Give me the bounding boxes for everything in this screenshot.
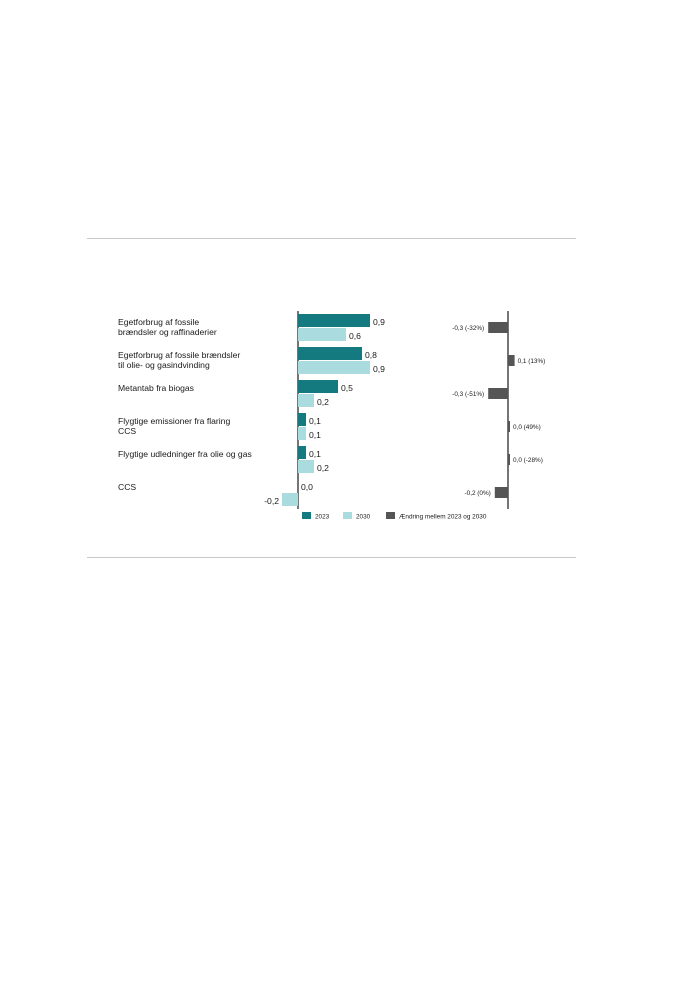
bar-change [488,388,508,399]
change-value-label: -0,3 (-51%) [452,391,484,398]
bar-2023 [298,314,370,327]
bar-change [508,355,515,366]
change-value-label: -0,2 (0%) [465,490,491,497]
bar-2023 [298,413,306,426]
bottom-divider [87,557,576,558]
value-label-2030: 0,6 [349,331,361,341]
value-label-2030: 0,2 [317,463,329,473]
change-value-label: 0,0 (-28%) [513,457,543,464]
value-label-2023: 0,9 [373,317,385,327]
bar-2030 [298,427,306,440]
bar-2030 [298,460,314,473]
legend-label: Ændring mellem 2023 og 2030 [399,514,487,521]
bar-change [508,421,510,432]
bar-2030 [298,361,370,374]
bar-2023 [298,446,306,459]
bar-2023 [298,347,362,360]
change-value-label: 0,0 (49%) [513,424,541,431]
value-label-2023: 0,1 [309,449,321,459]
value-label-2030: 0,2 [317,397,329,407]
bar-change [494,487,508,498]
top-divider [87,238,576,239]
value-label-2023: 0,8 [365,350,377,360]
value-label-2023: 0,0 [301,482,313,492]
value-label-2030: 0,9 [373,364,385,374]
category-label: Flygtige udledninger fra olie og gas [118,449,252,459]
category-label: Flygtige emissioner fra flaring CCS [118,416,230,436]
value-label-2023: 0,1 [309,416,321,426]
change-value-label: -0,3 (-32%) [452,325,484,332]
category-label: CCS [118,482,136,492]
change-value-label: 0,1 (13%) [518,358,546,365]
category-label: Egetforbrug af fossile brændsler og raffi… [118,317,217,337]
legend-swatch [386,512,395,519]
bar-2030 [282,493,298,506]
bar-change [508,454,510,465]
bar-2030 [298,394,314,407]
category-label: Metantab fra biogas [118,383,194,393]
bar-change [488,322,508,333]
value-label-2030: -0,2 [264,496,279,506]
legend-label: 2023 [315,514,330,521]
legend-swatch [343,512,352,519]
legend-label: 2030 [356,514,371,521]
bar-2030 [298,328,346,341]
category-label: Egetforbrug af fossile brændsler til olie… [118,350,240,370]
bar-2023 [298,380,338,393]
value-label-2023: 0,5 [341,383,353,393]
value-label-2030: 0,1 [309,430,321,440]
legend-swatch [302,512,311,519]
